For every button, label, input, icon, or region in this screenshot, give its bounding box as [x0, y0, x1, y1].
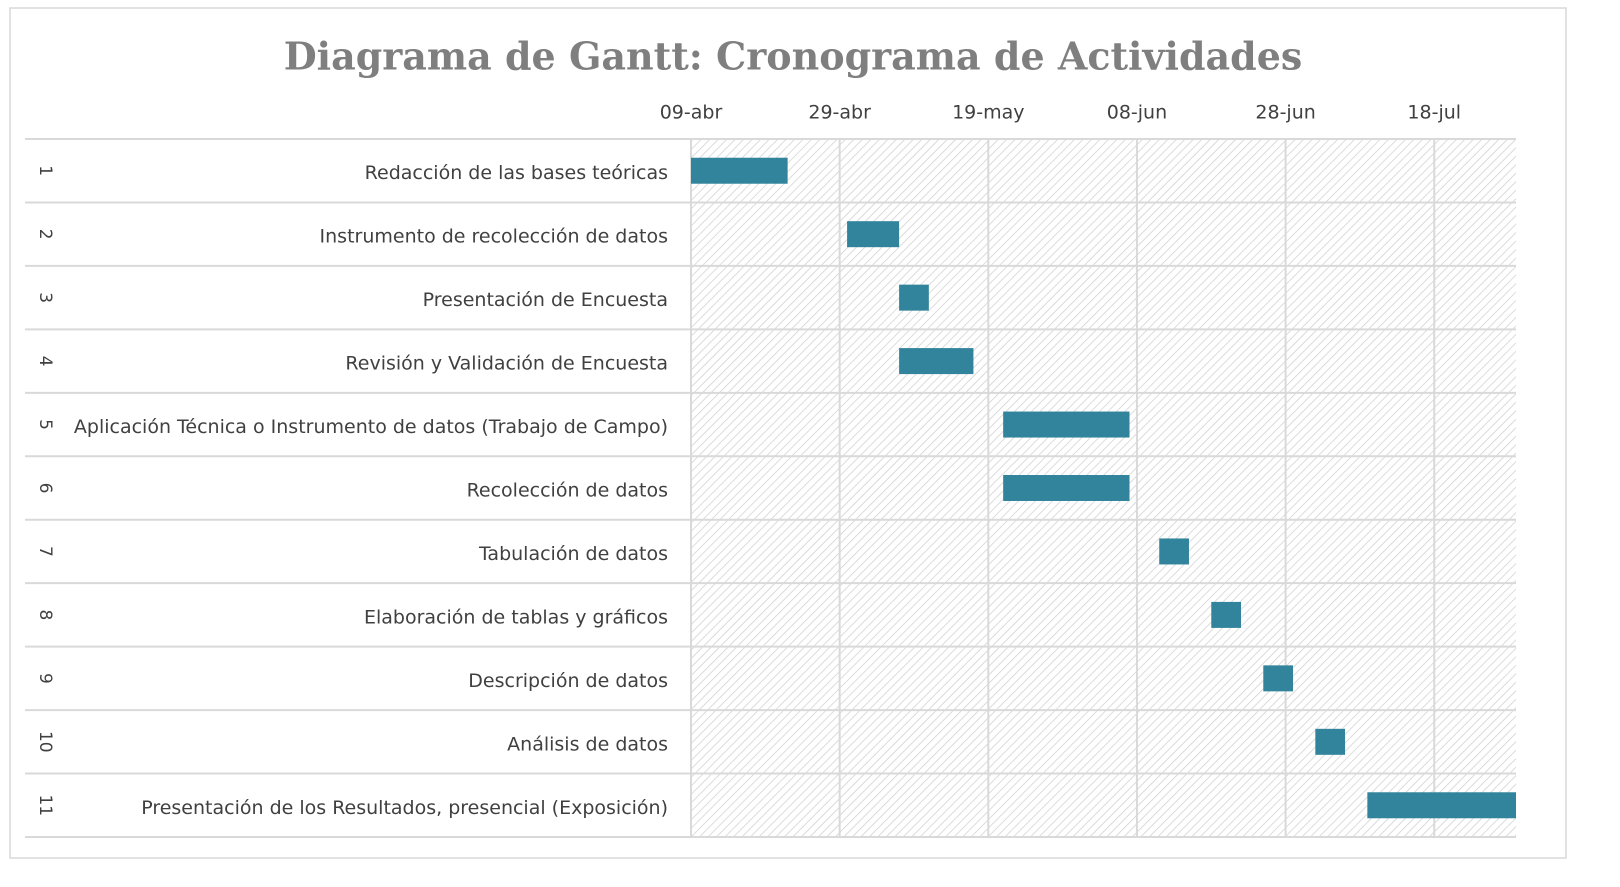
task-label: Descripción de datos [468, 670, 668, 692]
chart-title: Diagrama de Gantt: Cronograma de Activid… [284, 34, 1303, 79]
bar [899, 348, 974, 375]
x-tick-label: 29-abr [808, 102, 871, 124]
bar [1367, 792, 1516, 819]
task-label: Redacción de las bases teóricas [365, 162, 668, 184]
bar [1315, 728, 1346, 755]
task-label: Presentación de Encuesta [423, 289, 668, 311]
row-number: 1 [35, 165, 55, 176]
row-number: 8 [35, 609, 55, 620]
bar [1003, 475, 1130, 501]
bar [691, 157, 788, 184]
bar [1211, 601, 1241, 628]
bar [899, 284, 929, 311]
bar [1003, 411, 1130, 438]
task-label: Tabulación de datos [478, 543, 668, 565]
task-label: Aplicación Técnica o Instrumento de dato… [74, 416, 668, 438]
x-tick-label: 19-may [952, 102, 1024, 124]
task-label: Análisis de datos [507, 733, 668, 755]
task-label: Elaboración de tablas y gráficos [364, 606, 668, 628]
row-number: 9 [35, 673, 55, 684]
row-number: 3 [35, 292, 55, 303]
task-label: Presentación de los Resultados, presenci… [141, 797, 668, 819]
bar [1159, 538, 1189, 565]
x-tick-label: 09-abr [660, 102, 723, 124]
row-number: 10 [35, 731, 55, 753]
x-tick-label: 08-jun [1107, 102, 1167, 124]
row-number: 4 [35, 356, 55, 367]
task-label: Recolección de datos [467, 480, 668, 502]
row-number: 6 [35, 483, 55, 494]
bar [847, 221, 900, 248]
row-number: 2 [35, 229, 55, 240]
row-number: 11 [35, 794, 55, 816]
row-number: 7 [35, 546, 55, 557]
x-tick-label: 28-jun [1255, 102, 1315, 124]
task-label: Revisión y Validación de Encuesta [345, 353, 668, 375]
x-tick-label: 18-jul [1407, 102, 1461, 124]
row-number: 5 [35, 419, 55, 430]
bar [1263, 665, 1294, 692]
task-label: Instrumento de recolección de datos [320, 226, 668, 248]
